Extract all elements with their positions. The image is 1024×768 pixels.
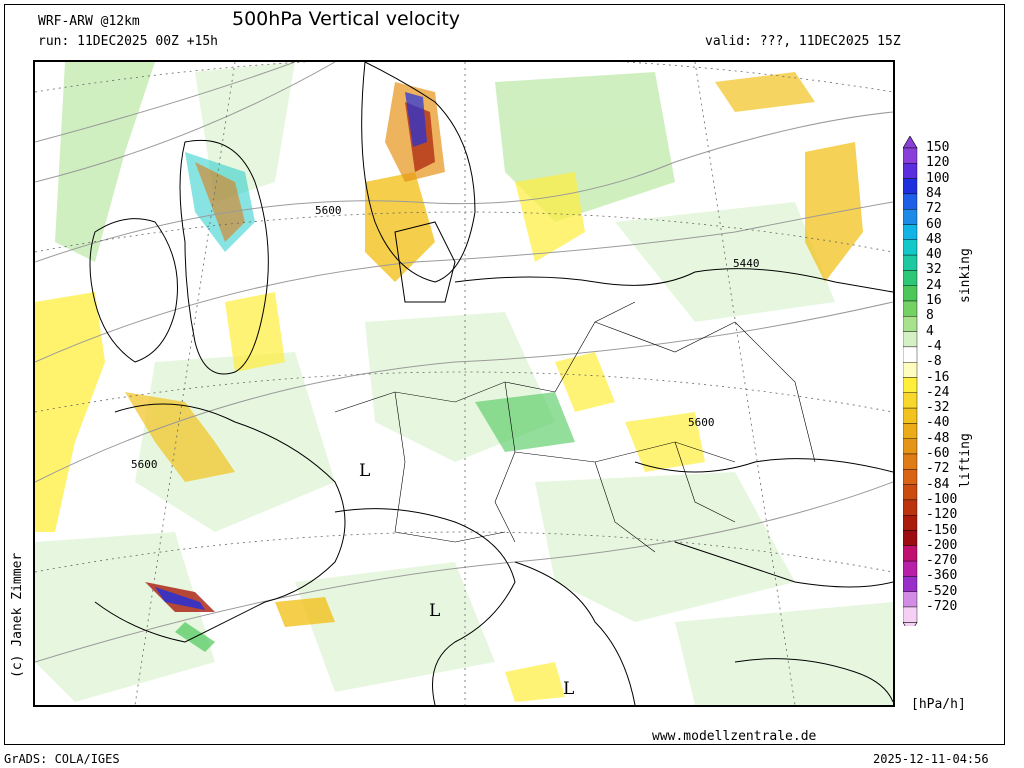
colorbar-level-label: -60 <box>926 446 950 461</box>
strong-features <box>145 82 575 652</box>
colorbar-swatch <box>903 469 918 485</box>
colorbar-level-label: 72 <box>926 201 942 217</box>
colorbar-swatch <box>903 346 918 363</box>
colorbar-level-label: 84 <box>926 185 942 201</box>
colorbar-swatch <box>903 163 918 179</box>
colorbar-level-label: 100 <box>926 170 950 186</box>
colorbar-swatch <box>903 484 918 501</box>
colorbar-swatch <box>903 254 918 271</box>
colorbar-swatch <box>903 331 918 348</box>
colorbar-level-label: -16 <box>926 369 950 385</box>
colorbar-swatch <box>903 178 918 195</box>
colorbar-swatch <box>903 270 918 286</box>
colorbar-swatch <box>903 515 918 531</box>
coastlines <box>89 62 893 705</box>
contour-label: 5440 <box>733 257 760 270</box>
colorbar-level-label: 32 <box>926 262 942 278</box>
map-panel: 5600 5600 5440 5600 L L L <box>33 60 895 707</box>
borders <box>334 301 816 553</box>
colorbar-level-label: -270 <box>926 553 958 569</box>
colorbar-swatch <box>903 591 918 608</box>
map-svg: 5600 5600 5440 5600 L L L <box>35 62 893 705</box>
colorbar-swatch <box>903 208 918 225</box>
timestamp-label: 2025-12-11-04:56 <box>873 752 989 766</box>
green-field <box>35 62 893 705</box>
lifting-label: lifting <box>958 433 973 488</box>
low-pressure-label: L <box>429 601 440 621</box>
colorbar-swatch <box>903 316 918 332</box>
colorbar-level-label: 60 <box>926 216 942 232</box>
colorbar-swatch <box>903 239 918 256</box>
colorbar-swatch <box>903 361 918 378</box>
colorbar-level-label: 16 <box>926 293 942 308</box>
contour-lines <box>35 62 893 663</box>
colorbar-swatch <box>903 392 918 409</box>
lifting-areas <box>35 72 863 702</box>
colorbar-level-label: -200 <box>926 537 958 553</box>
colorbar-swatch <box>903 193 918 210</box>
colorbar-bottom-arrow <box>903 622 918 626</box>
colorbar-swatch <box>903 423 918 439</box>
plot-frame <box>4 4 1005 745</box>
colorbar-swatch <box>903 147 918 164</box>
run-label: run: 11DEC2025 00Z +15h <box>38 34 219 49</box>
colorbar-swatch <box>903 224 918 241</box>
software-label: GrADS: COLA/IGES <box>4 752 120 766</box>
colorbar-swatch <box>903 560 918 577</box>
colorbar-level-label: -40 <box>926 415 950 431</box>
colorbar-level-label: -84 <box>926 476 950 492</box>
contour-label: 5600 <box>688 416 715 429</box>
colorbar-level-label: -8 <box>926 354 942 370</box>
colorbar-swatch <box>903 453 918 470</box>
colorbar-swatch <box>903 499 918 516</box>
chart-title: 500hPa Vertical velocity <box>232 8 461 30</box>
colorbar-level-label: 8 <box>926 308 934 324</box>
colorbar-level-label: 40 <box>926 247 942 263</box>
valid-label: valid: ???, 11DEC2025 15Z <box>705 34 901 49</box>
colorbar-level-label: -150 <box>926 522 958 538</box>
graticule <box>35 62 893 705</box>
model-label: WRF-ARW @12km <box>38 14 140 29</box>
colorbar-level-label: 120 <box>926 155 950 171</box>
low-pressure-label: L <box>359 461 370 481</box>
unit-label: [hPa/h] <box>911 697 966 712</box>
contour-label: 5600 <box>131 458 158 471</box>
colorbar-level-label: -520 <box>926 583 958 599</box>
colorbar <box>903 136 918 626</box>
colorbar-level-label: -120 <box>926 507 958 523</box>
colorbar-level-label: -24 <box>926 384 950 400</box>
sinking-label: sinking <box>958 248 973 303</box>
colorbar-level-label: -48 <box>926 430 950 446</box>
colorbar-level-label: -720 <box>926 599 958 614</box>
colorbar-top-arrow <box>903 136 918 149</box>
copyright-label: (c) Janek Zimmer <box>10 552 25 678</box>
colorbar-swatch <box>903 438 918 455</box>
colorbar-swatch <box>903 407 918 424</box>
colorbar-level-label: -360 <box>926 568 958 584</box>
colorbar-level-label: -4 <box>926 338 942 354</box>
colorbar-swatch <box>903 530 918 547</box>
colorbar-swatch <box>903 300 918 317</box>
colorbar-swatch <box>903 576 918 592</box>
contour-label: 5600 <box>315 204 342 217</box>
colorbar-level-label: -32 <box>926 400 950 416</box>
website-label: www.modellzentrale.de <box>652 729 817 744</box>
colorbar-level-label: 24 <box>926 277 942 293</box>
colorbar-level-label: -100 <box>926 491 958 507</box>
colorbar-level-label: 150 <box>926 140 950 155</box>
colorbar-level-label: 48 <box>926 231 942 247</box>
low-pressure-label: L <box>563 679 574 699</box>
colorbar-level-label: -72 <box>926 461 950 477</box>
colorbar-level-label: 4 <box>926 323 934 339</box>
colorbar-swatch <box>903 606 918 623</box>
colorbar-swatch <box>903 285 918 302</box>
colorbar-swatch <box>903 545 918 562</box>
colorbar-swatch <box>903 377 918 394</box>
